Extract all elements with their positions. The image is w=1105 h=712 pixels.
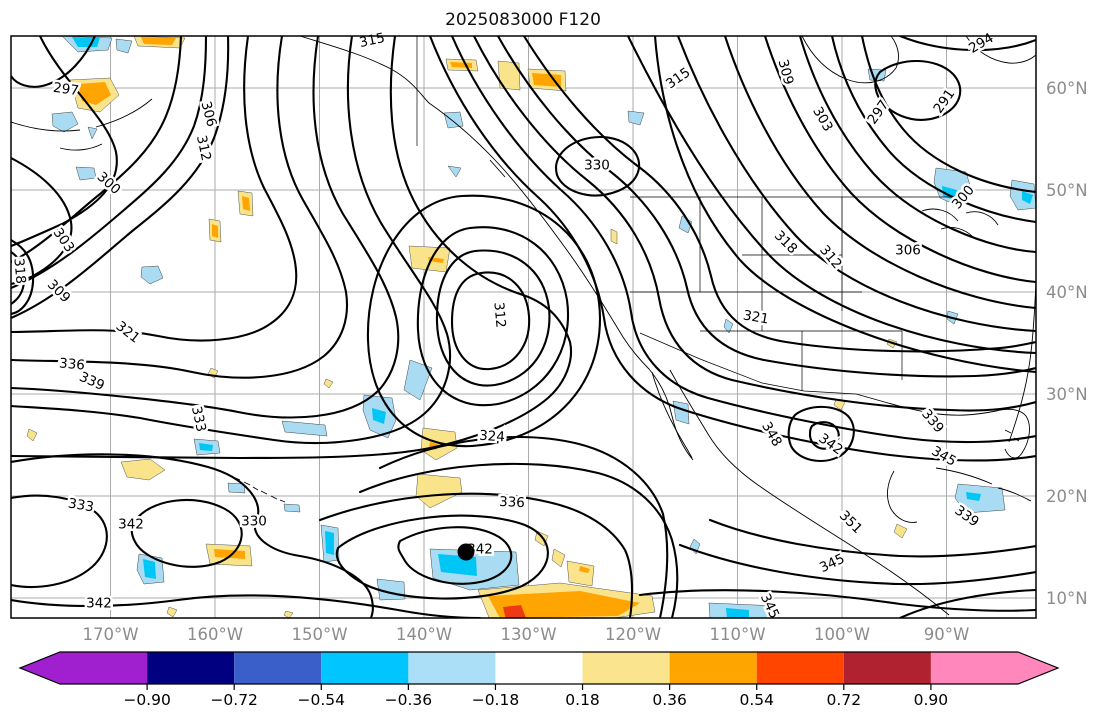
colorbar-outline [18, 651, 1060, 685]
colorbar-segment [930, 652, 1058, 684]
contour-label: 333 [67, 495, 95, 515]
colorbar-tick-label: 0.18 [565, 691, 600, 709]
contour-label: 339 [77, 369, 107, 394]
contour-label: 306 [895, 243, 921, 259]
contour-label: 291 [930, 86, 958, 116]
lat-tick-label: 40°N [1046, 283, 1088, 302]
lat-tick-label: 60°N [1046, 79, 1088, 98]
colorbar: −0.90 −0.72 −0.54 −0.36 −0.18 0.18 0.36 0.54 0.7… [18, 651, 1060, 709]
contour-label: 297 [52, 80, 80, 99]
contour-label: 303 [809, 104, 836, 134]
contour-label: 333 [188, 405, 209, 434]
colorbar-segment [582, 652, 670, 684]
colorbar-segment [408, 652, 496, 684]
colorbar-segment [147, 652, 235, 684]
contour-label: 321 [113, 318, 143, 346]
colorbar-tick-label: −0.90 [123, 691, 171, 709]
contour-label: 330 [584, 158, 610, 174]
contour-label: 321 [742, 307, 770, 327]
colorbar-segment [20, 652, 148, 684]
lon-tick-label: 110°W [709, 625, 765, 644]
colorbar-tick-label: 0.54 [739, 691, 774, 709]
lat-tick-label: 50°N [1046, 181, 1088, 200]
coastlines-and-borders [11, 36, 1036, 616]
contour-label: 330 [241, 514, 267, 530]
colorbar-tick-label: 0.72 [827, 691, 862, 709]
colorbar-tick-label: 0.90 [914, 691, 949, 709]
contour-label: 339 [918, 406, 947, 436]
lon-tick-label: 170°W [82, 625, 138, 644]
contour-label: 342 [86, 596, 112, 612]
lon-tick-label: 120°W [605, 625, 661, 644]
colorbar-tick-label: −0.54 [298, 691, 346, 709]
contour-label: 312 [816, 242, 845, 272]
contour-label: 312 [193, 134, 214, 163]
colorbar-tick-label: 0.36 [652, 691, 687, 709]
lat-tick-label: 20°N [1046, 487, 1088, 506]
contour-label: 336 [499, 494, 526, 511]
map-border [10, 35, 1037, 619]
plot-title: 2025083000 F120 [445, 10, 601, 30]
colorbar-tick-label: −0.72 [210, 691, 258, 709]
lat-lon-gridlines [11, 36, 1036, 618]
contour-label: 351 [836, 508, 866, 538]
marker-layer [457, 543, 475, 561]
lon-tick-label: 90°W [924, 625, 970, 644]
colorbar-tick-label: −0.18 [472, 691, 520, 709]
contour-label: 309 [774, 58, 796, 87]
colorbar-segment [495, 652, 583, 684]
contour-label: 324 [479, 428, 506, 446]
lat-tick-label: 30°N [1046, 385, 1088, 404]
contour-label: 318 [10, 258, 28, 285]
colorbar-tick-label: −0.36 [385, 691, 433, 709]
lon-tick-label: 140°W [396, 625, 452, 644]
contour-lines [11, 36, 1036, 618]
contour-label: 342 [118, 517, 144, 533]
lon-tick-label: 130°W [500, 625, 556, 644]
lon-tick-label: 150°W [291, 625, 347, 644]
contour-label: 306 [197, 100, 219, 129]
lat-tick-label: 10°N [1046, 589, 1088, 608]
contour-label: 312 [490, 302, 508, 329]
contour-label: 315 [358, 30, 387, 51]
anomaly-shading-patches [26, 36, 1036, 618]
storm-marker [457, 543, 475, 561]
contour-label: 318 [771, 228, 801, 258]
contour-label: 300 [94, 169, 124, 198]
lon-tick-label: 100°W [814, 625, 870, 644]
contour-label: 348 [758, 419, 785, 449]
colorbar-segment [234, 652, 322, 684]
contour-label: 309 [44, 277, 74, 307]
contour-label: 345 [929, 443, 959, 470]
contour-label: 345 [817, 551, 847, 576]
colorbar-segment [756, 652, 844, 684]
contour-label: 336 [58, 355, 85, 373]
lon-tick-label: 160°W [187, 625, 243, 644]
colorbar-segment [669, 652, 757, 684]
axis-tick-labels: 170°W 160°W 150°W 140°W 130°W 120°W 110°W 100°W… [82, 79, 1087, 644]
colorbar-segment [321, 652, 409, 684]
colorbar-segment [843, 652, 931, 684]
